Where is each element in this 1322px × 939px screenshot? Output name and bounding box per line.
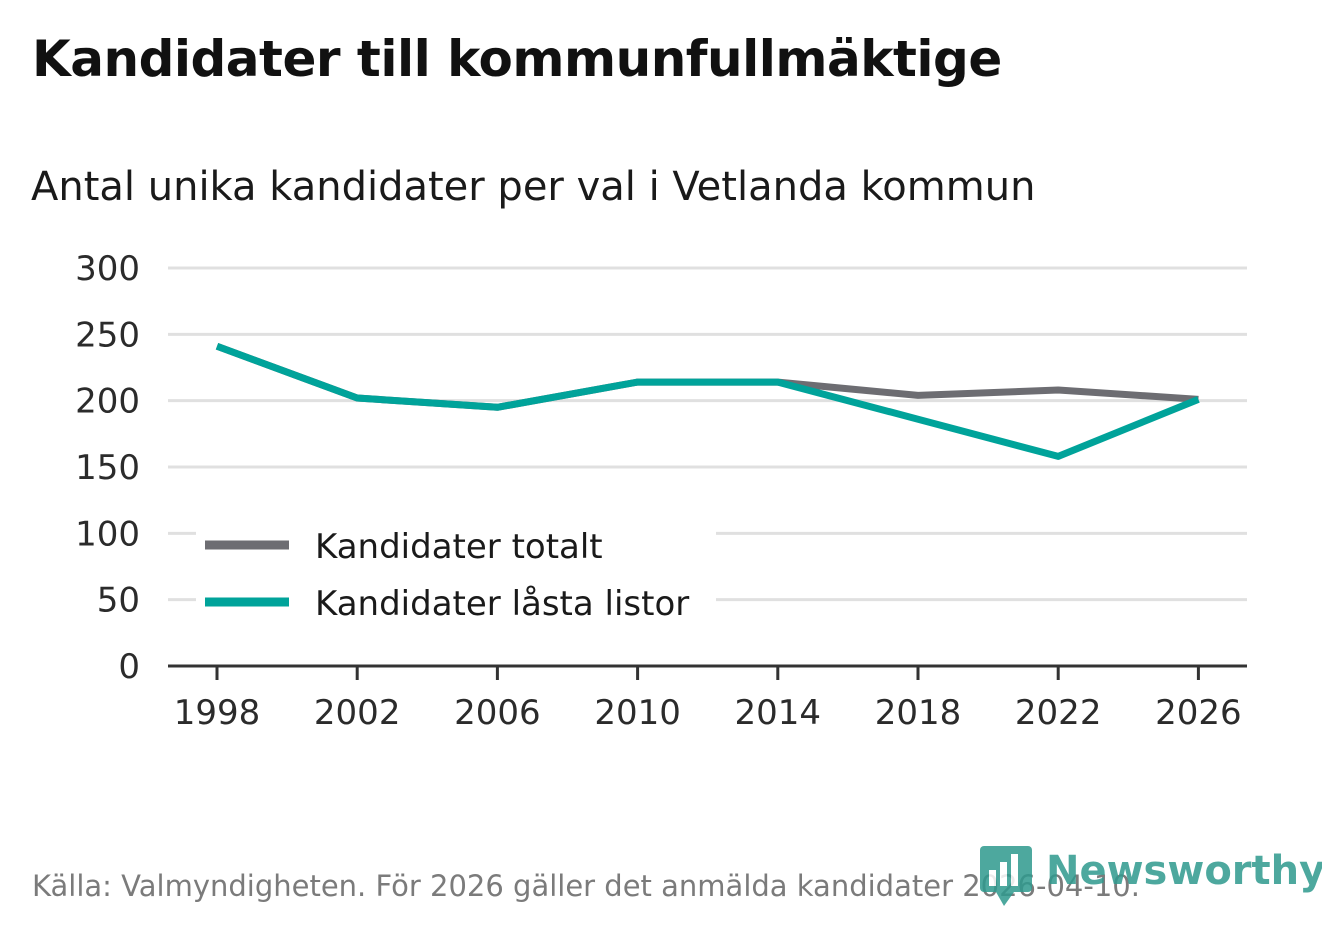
y-tick-label: 250: [75, 315, 140, 355]
y-tick-label: 0: [118, 647, 140, 687]
y-tick-label: 150: [75, 448, 140, 488]
x-tick-label: 2026: [1155, 693, 1242, 733]
x-axis: 1998 2002 2006 2010 2014 2018 2022 2026: [168, 664, 1247, 733]
y-tick-label: 100: [75, 514, 140, 554]
x-tick-label: 2022: [1015, 693, 1102, 733]
bar-chart-icon: [980, 846, 1032, 906]
y-tick-label: 50: [97, 581, 140, 621]
x-tick-label: 2006: [454, 693, 541, 733]
x-tick-label: 2010: [594, 693, 681, 733]
y-tick-label: 300: [75, 249, 140, 289]
legend-label-locked: Kandidater låsta listor: [315, 584, 689, 624]
source-note: Källa: Valmyndigheten. För 2026 gäller d…: [32, 869, 1140, 903]
legend-background: [196, 520, 716, 632]
brand-name: Newsworthy: [1046, 848, 1322, 894]
chart-title: Kandidater till kommunfullmäktige: [32, 30, 1002, 88]
y-tick-label: 200: [75, 382, 140, 422]
x-tick-label: 1998: [174, 693, 261, 733]
series-lines: [215, 342, 1200, 460]
x-tick-label: 2002: [314, 693, 401, 733]
chart-subtitle: Antal unika kandidater per val i Vetland…: [31, 164, 1036, 210]
legend: Kandidater totalt Kandidater låsta listo…: [196, 520, 716, 632]
newsworthy-logo[interactable]: Newsworthy: [980, 846, 1322, 912]
legend-label-total: Kandidater totalt: [315, 527, 603, 567]
series-line-locked: [215, 342, 1200, 460]
y-axis-ticks: 0 50 100 150 200 250 300: [75, 249, 140, 687]
x-tick-label: 2014: [735, 693, 822, 733]
x-tick-label: 2018: [875, 693, 962, 733]
